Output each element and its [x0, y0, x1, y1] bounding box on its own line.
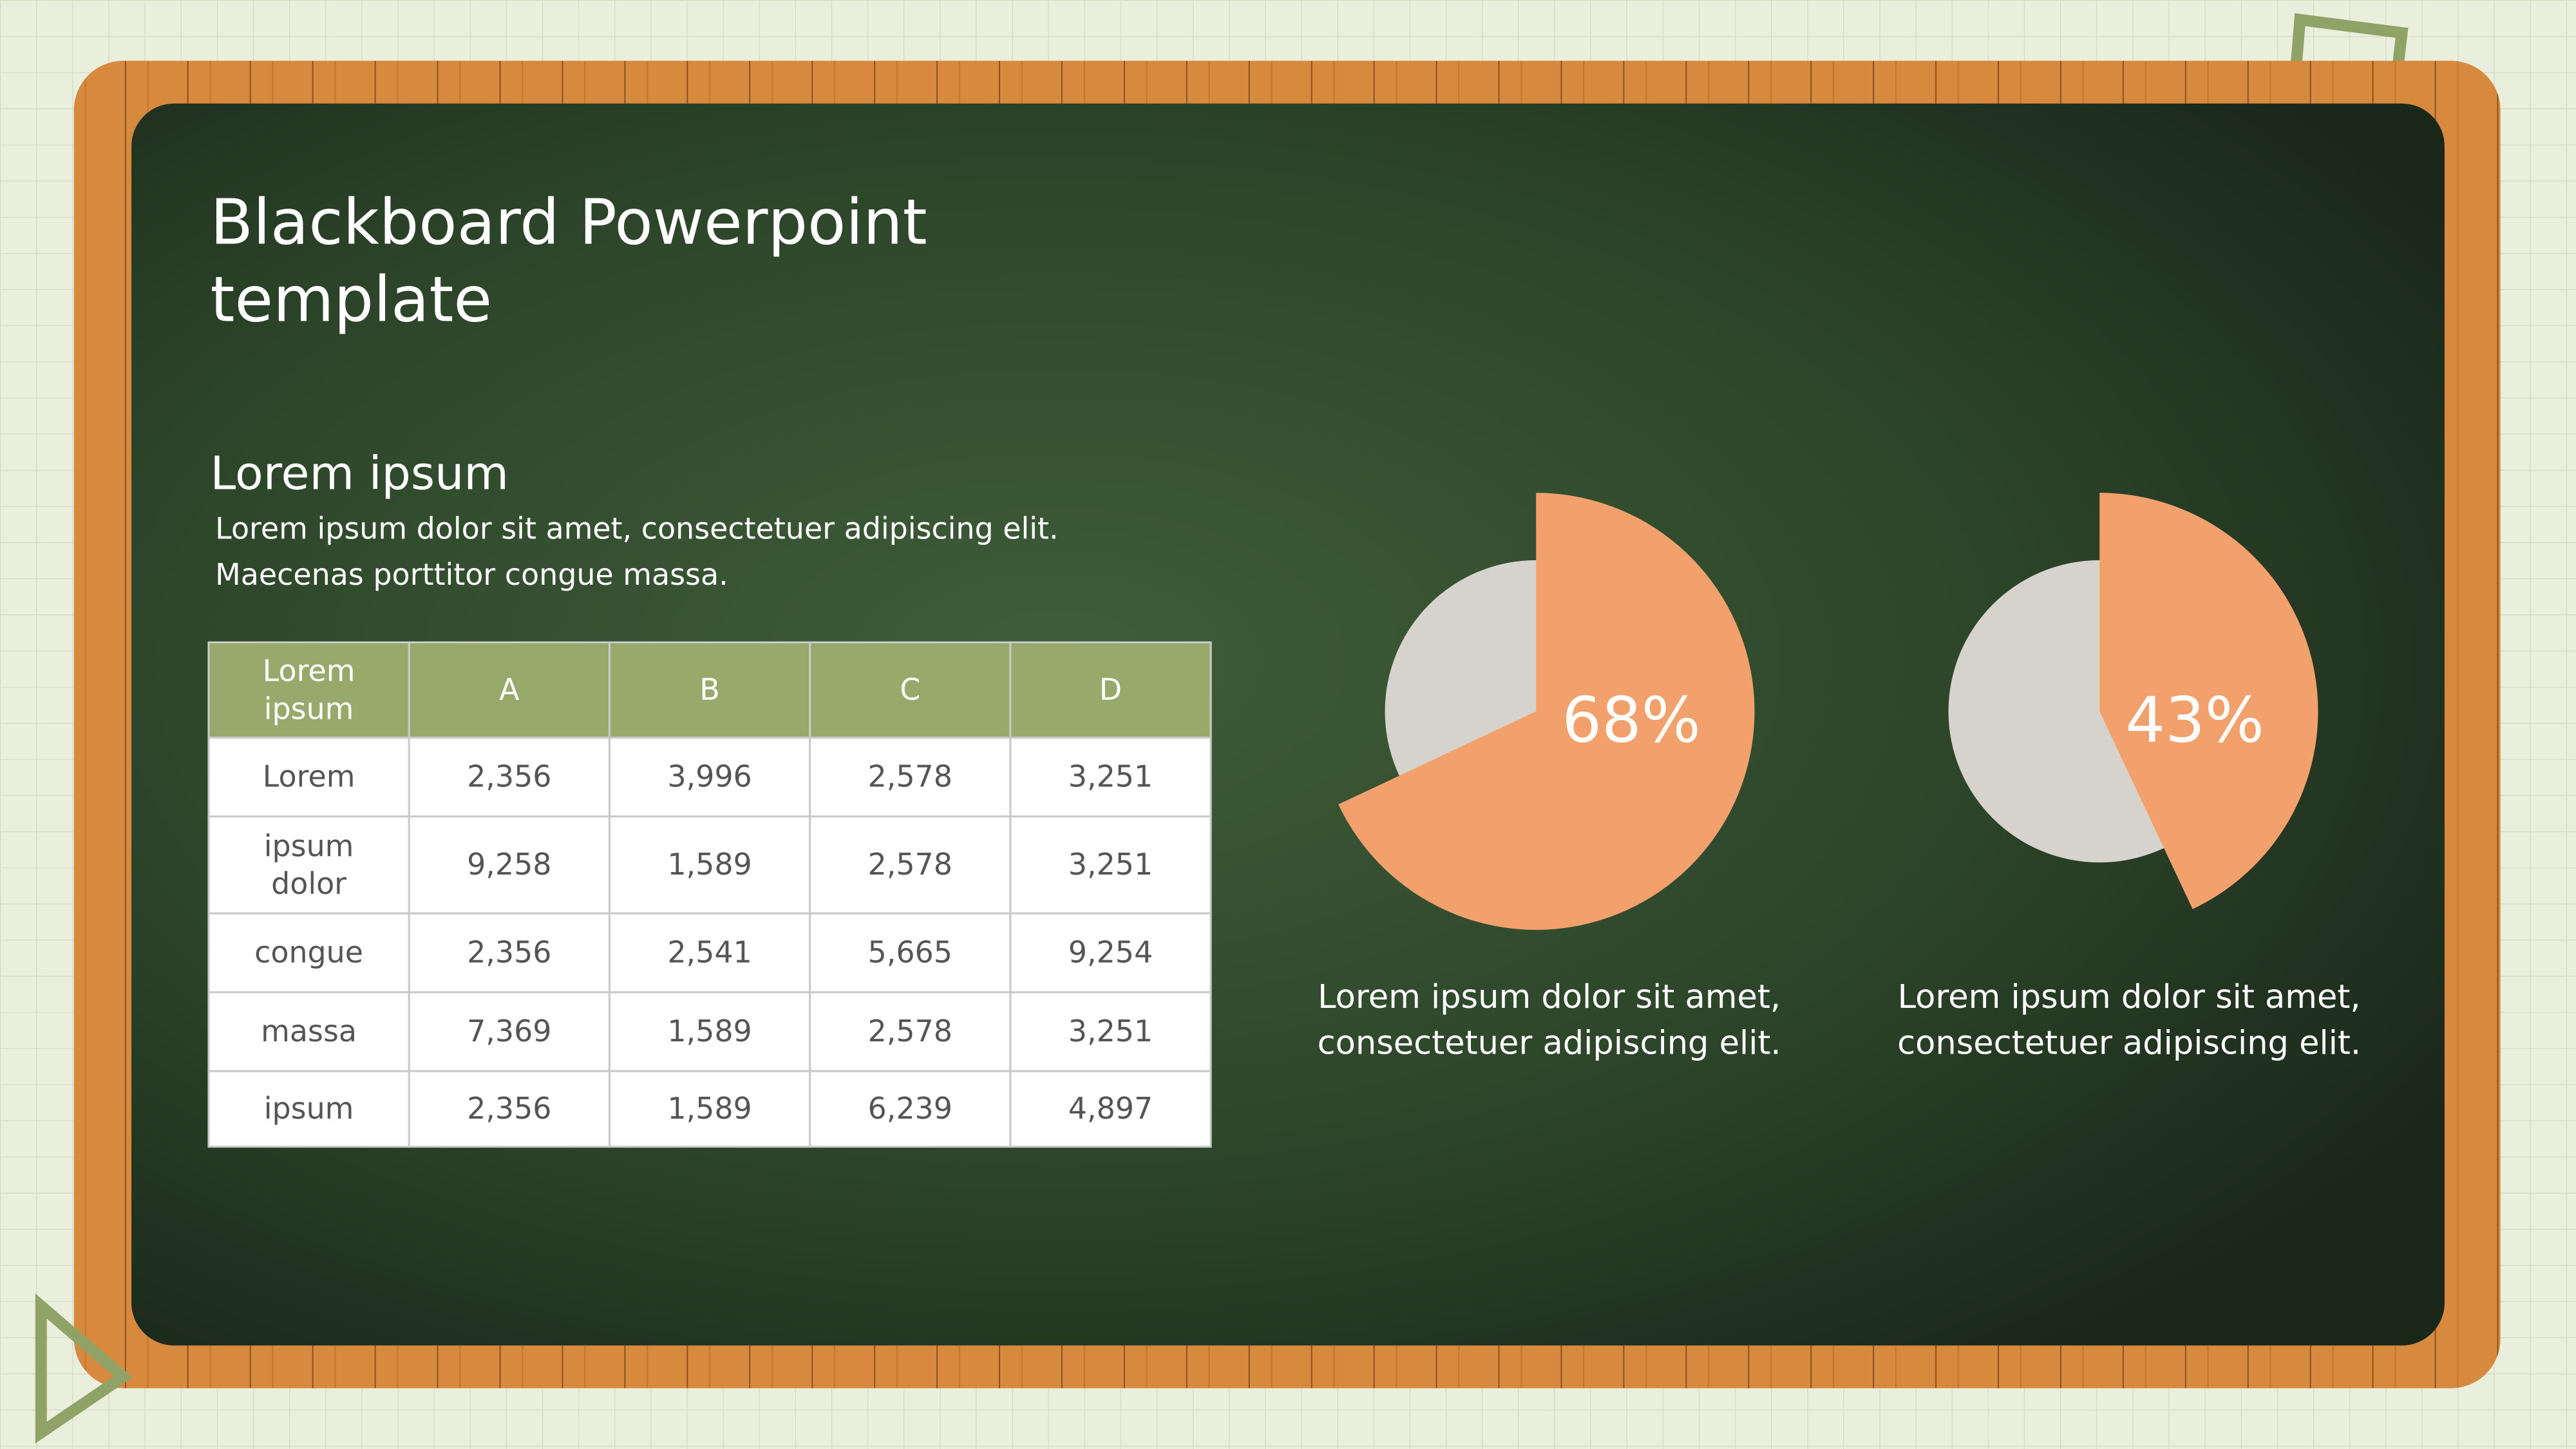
pie-caption: Lorem ipsum dolor sit amet,	[1318, 978, 1781, 1016]
cell	[408, 1070, 611, 1148]
cell-text: 4,897	[1068, 1091, 1153, 1126]
cell	[809, 815, 1012, 914]
cell	[608, 991, 811, 1072]
cell-text: 2,356	[467, 1091, 551, 1126]
cell-text: 7,369	[467, 1014, 551, 1048]
header-text: A	[499, 672, 520, 706]
cell-text: 3,996	[667, 759, 752, 794]
charts: 68% Lorem ipsum dolor sit amet, consectetu…	[1318, 493, 2361, 1062]
cell-text: congue	[254, 935, 363, 970]
cell-text: 2,356	[467, 759, 551, 794]
cell-text: 3,251	[1068, 1014, 1153, 1048]
pie-caption: consectetuer adipiscing elit.	[1318, 1024, 1781, 1062]
cell-text: 2,356	[467, 935, 551, 970]
header-cell	[408, 641, 611, 739]
header-text: C	[900, 672, 920, 706]
cell	[408, 991, 611, 1072]
decor-triangle	[35, 1293, 133, 1444]
cell-text: 5,665	[868, 935, 952, 970]
cell-text: 1,589	[667, 1091, 752, 1126]
header-text: B	[699, 672, 720, 706]
header-cell	[207, 641, 410, 739]
cell	[809, 1070, 1012, 1148]
cell-text: Lorem	[263, 759, 355, 794]
cell-text: 1,589	[667, 847, 752, 882]
cell-text: 2,578	[868, 759, 952, 794]
table: Lorem ipsum A B C D Lorem 2,356 3,996 2,578 3,251 i…	[207, 641, 1212, 1148]
header-text: D	[1099, 672, 1122, 706]
title: Blackboard Powerpoint	[211, 185, 927, 258]
cell-text: 2,541	[667, 935, 752, 970]
header-cell	[809, 641, 1012, 739]
heading: Lorem ipsum	[211, 446, 509, 500]
pie-caption: Lorem ipsum dolor sit amet,	[1898, 978, 2361, 1016]
cell-text: massa	[261, 1014, 357, 1048]
cell-text: ipsum dolor	[264, 828, 354, 901]
pie-label: 43%	[2125, 683, 2264, 756]
body-text: Lorem ipsum dolor sit amet, consectetuer…	[215, 511, 1058, 545]
cell	[608, 736, 811, 818]
body-text: Maecenas porttitor congue massa.	[215, 557, 728, 592]
cell-text: 2,578	[868, 1014, 952, 1048]
pie-label: 68%	[1562, 683, 1700, 756]
cell-text: 9,258	[467, 847, 551, 882]
cell-text: 3,251	[1068, 759, 1153, 794]
cell	[408, 912, 611, 994]
cell	[608, 815, 811, 914]
cell-text: ipsum	[264, 1091, 354, 1126]
cell	[608, 1070, 811, 1148]
cell	[1009, 1070, 1212, 1148]
cell	[207, 736, 410, 818]
cell-text: 6,239	[868, 1091, 952, 1126]
title: template	[211, 263, 493, 336]
cell	[207, 1070, 410, 1148]
cell-text: 2,578	[868, 847, 952, 882]
header-text: Lorem ipsum	[263, 653, 355, 726]
cell	[809, 912, 1012, 994]
cell	[1009, 912, 1212, 994]
cell-text: 9,254	[1068, 935, 1153, 970]
cell	[1009, 736, 1212, 818]
pie-caption: consectetuer adipiscing elit.	[1897, 1024, 2361, 1062]
pie-slice	[1338, 493, 1755, 930]
cell	[809, 991, 1012, 1072]
cell	[1009, 815, 1212, 914]
cell-text: 1,589	[667, 1014, 752, 1048]
cell-text: 3,251	[1068, 847, 1153, 882]
pie-slice	[2099, 493, 2318, 909]
